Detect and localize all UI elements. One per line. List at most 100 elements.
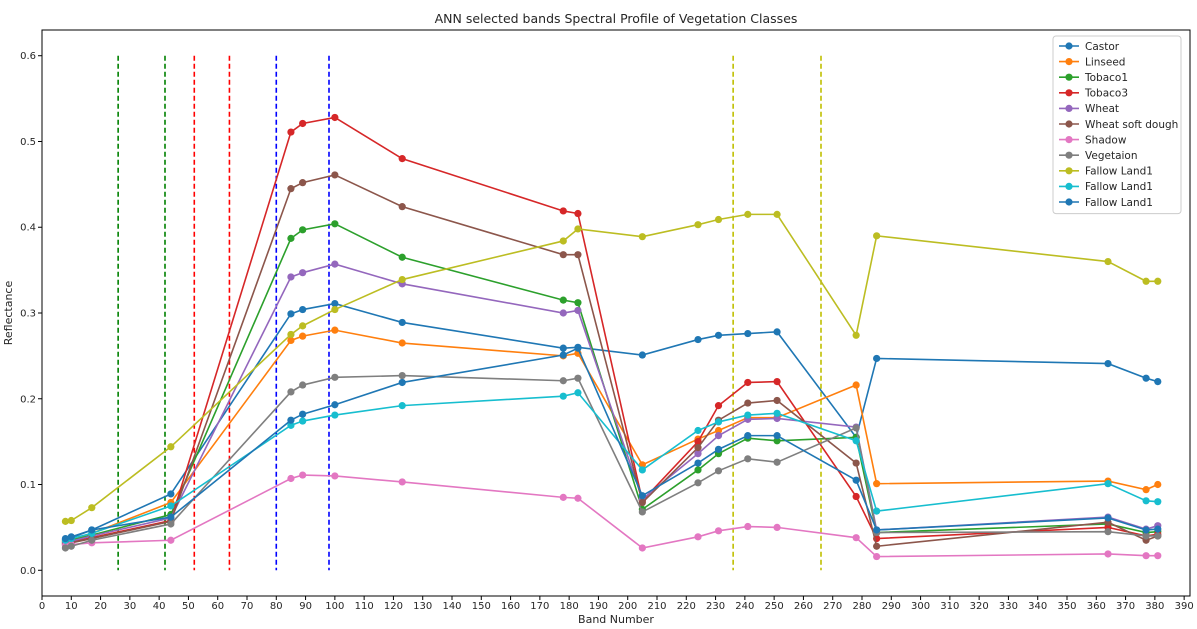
data-point: [1142, 486, 1150, 494]
legend-item: Wheat soft dough: [1059, 119, 1178, 131]
data-point: [714, 402, 723, 410]
data-point: [167, 513, 175, 521]
data-point: [744, 522, 752, 531]
x-tick-label: 130: [413, 601, 432, 612]
data-point: [873, 232, 881, 240]
data-point: [67, 516, 75, 525]
data-point: [714, 215, 723, 224]
series-line: [65, 347, 1158, 540]
x-tick-label: 340: [1028, 601, 1047, 612]
data-point: [398, 318, 406, 327]
data-point: [852, 424, 860, 432]
data-point: [167, 490, 175, 498]
data-point: [331, 472, 339, 480]
data-point: [773, 432, 781, 440]
data-point: [1142, 552, 1150, 560]
legend-item: Shadow: [1059, 134, 1127, 146]
x-tick-label: 310: [940, 601, 959, 612]
data-point: [852, 459, 860, 467]
data-point: [1154, 525, 1162, 533]
data-point: [873, 526, 881, 534]
data-point: [773, 378, 781, 386]
x-tick-label: 350: [1057, 601, 1076, 612]
data-point: [852, 437, 860, 445]
data-point: [694, 335, 702, 344]
data-point: [638, 492, 646, 500]
data-point: [299, 179, 307, 187]
data-point: [559, 309, 567, 317]
legend-marker: [1065, 73, 1073, 81]
x-tick-label: 120: [384, 601, 403, 612]
data-point: [61, 517, 70, 525]
x-tick-label: 270: [823, 601, 842, 612]
data-point: [559, 392, 567, 400]
data-point: [1142, 526, 1150, 534]
x-tick-label: 240: [735, 601, 754, 612]
y-tick-label: 0.5: [20, 137, 36, 148]
data-point: [638, 508, 646, 516]
data-point: [773, 523, 781, 531]
data-point: [714, 467, 723, 475]
x-tick-label: 390: [1175, 601, 1194, 612]
data-point: [694, 479, 702, 487]
data-point: [574, 344, 582, 352]
data-point: [559, 237, 567, 245]
x-axis-label: Band Number: [578, 613, 654, 626]
series-line: [65, 213, 1158, 523]
data-point: [67, 542, 75, 550]
x-tick-label: 360: [1087, 601, 1106, 612]
x-tick-label: 280: [852, 601, 871, 612]
data-point: [873, 354, 881, 363]
y-tick-label: 0.3: [20, 309, 36, 320]
data-point: [574, 209, 582, 218]
data-point: [559, 344, 567, 352]
data-point: [331, 113, 339, 122]
x-tick-label: 40: [153, 601, 166, 612]
data-point: [88, 526, 96, 534]
data-point: [744, 378, 752, 387]
data-point: [61, 544, 70, 552]
data-point: [714, 527, 723, 535]
data-point: [852, 381, 860, 389]
x-tick-label: 190: [589, 601, 608, 612]
x-tick-label: 290: [882, 601, 901, 612]
y-tick-label: 0.0: [20, 566, 36, 577]
data-point: [1142, 497, 1150, 505]
data-point: [694, 426, 702, 435]
chart-title: ANN selected bands Spectral Profile of V…: [435, 11, 798, 26]
series-line: [65, 391, 1158, 542]
data-point: [744, 399, 752, 407]
data-point: [714, 432, 723, 440]
y-tick-label: 0.1: [20, 480, 36, 491]
data-point: [299, 471, 307, 479]
x-tick-label: 20: [94, 601, 107, 612]
x-tick-label: 170: [530, 601, 549, 612]
data-point: [744, 432, 752, 440]
legend-item: Castor: [1059, 41, 1120, 53]
series-4: [61, 260, 1162, 547]
legend-marker: [1065, 136, 1073, 144]
x-tick-label: 60: [211, 601, 224, 612]
data-point: [694, 466, 702, 474]
x-tick-label: 320: [970, 601, 989, 612]
legend-marker: [1065, 198, 1073, 206]
y-axis-label: Reflectance: [2, 281, 15, 346]
data-point: [744, 411, 752, 419]
data-point: [714, 426, 723, 435]
x-tick-label: 370: [1116, 601, 1135, 612]
data-point: [1104, 359, 1112, 368]
data-point: [167, 443, 175, 451]
x-tick-label: 100: [325, 601, 344, 612]
data-point: [331, 305, 339, 314]
legend-label: Tobaco1: [1084, 72, 1128, 84]
legend-label: Linseed: [1085, 56, 1125, 68]
legend-label: Fallow Land1: [1085, 181, 1153, 193]
data-point: [287, 185, 295, 193]
data-point: [744, 210, 752, 218]
data-point: [1104, 550, 1112, 558]
data-point: [299, 305, 307, 314]
data-point: [852, 534, 860, 542]
x-tick-label: 160: [501, 601, 520, 612]
data-point: [574, 306, 582, 315]
legend-marker: [1065, 42, 1073, 50]
